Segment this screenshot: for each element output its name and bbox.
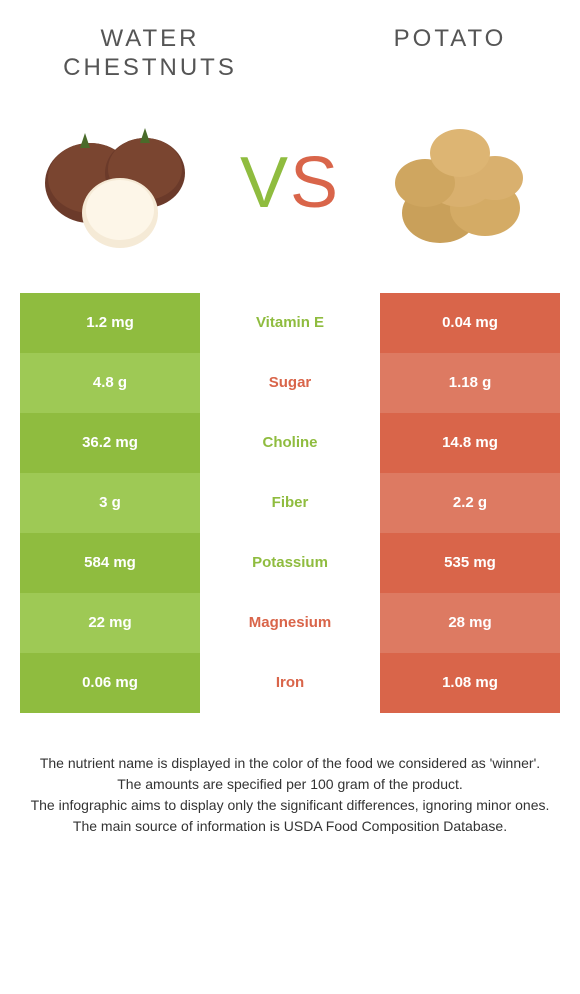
- nutrient-name-cell: Potassium: [200, 533, 380, 593]
- nutrient-name-cell: Fiber: [200, 473, 380, 533]
- footer-line: The infographic aims to display only the…: [20, 795, 560, 816]
- footer-line: The main source of information is USDA F…: [20, 816, 560, 837]
- left-value-cell: 4.8 g: [20, 353, 200, 413]
- left-value-cell: 584 mg: [20, 533, 200, 593]
- nutrient-name-cell: Magnesium: [200, 593, 380, 653]
- table-row: 3 gFiber2.2 g: [20, 473, 560, 533]
- nutrient-name-cell: Iron: [200, 653, 380, 713]
- footer-notes: The nutrient name is displayed in the co…: [0, 713, 580, 837]
- footer-line: The nutrient name is displayed in the co…: [20, 753, 560, 774]
- footer-line: The amounts are specified per 100 gram o…: [20, 774, 560, 795]
- right-value-cell: 1.08 mg: [380, 653, 560, 713]
- right-value-cell: 14.8 mg: [380, 413, 560, 473]
- right-food-image: [370, 103, 550, 263]
- nutrient-name-cell: Choline: [200, 413, 380, 473]
- left-value-cell: 22 mg: [20, 593, 200, 653]
- nutrient-table: 1.2 mgVitamin E0.04 mg4.8 gSugar1.18 g36…: [20, 293, 560, 713]
- right-value-cell: 2.2 g: [380, 473, 560, 533]
- table-row: 22 mgMagnesium28 mg: [20, 593, 560, 653]
- table-row: 0.06 mgIron1.08 mg: [20, 653, 560, 713]
- nutrient-name-cell: Sugar: [200, 353, 380, 413]
- images-row: VS: [0, 93, 580, 293]
- left-value-cell: 36.2 mg: [20, 413, 200, 473]
- left-value-cell: 1.2 mg: [20, 293, 200, 353]
- right-food-title: Potato: [360, 25, 540, 83]
- left-food-title: Water Chestnuts: [40, 25, 260, 83]
- nutrient-name-cell: Vitamin E: [200, 293, 380, 353]
- table-row: 584 mgPotassium535 mg: [20, 533, 560, 593]
- right-value-cell: 1.18 g: [380, 353, 560, 413]
- left-value-cell: 3 g: [20, 473, 200, 533]
- header: Water Chestnuts Potato: [0, 0, 580, 93]
- left-food-image: [30, 103, 210, 263]
- vs-label: VS: [240, 142, 340, 224]
- right-value-cell: 535 mg: [380, 533, 560, 593]
- table-row: 4.8 gSugar1.18 g: [20, 353, 560, 413]
- table-row: 1.2 mgVitamin E0.04 mg: [20, 293, 560, 353]
- table-row: 36.2 mgCholine14.8 mg: [20, 413, 560, 473]
- right-value-cell: 28 mg: [380, 593, 560, 653]
- right-value-cell: 0.04 mg: [380, 293, 560, 353]
- left-value-cell: 0.06 mg: [20, 653, 200, 713]
